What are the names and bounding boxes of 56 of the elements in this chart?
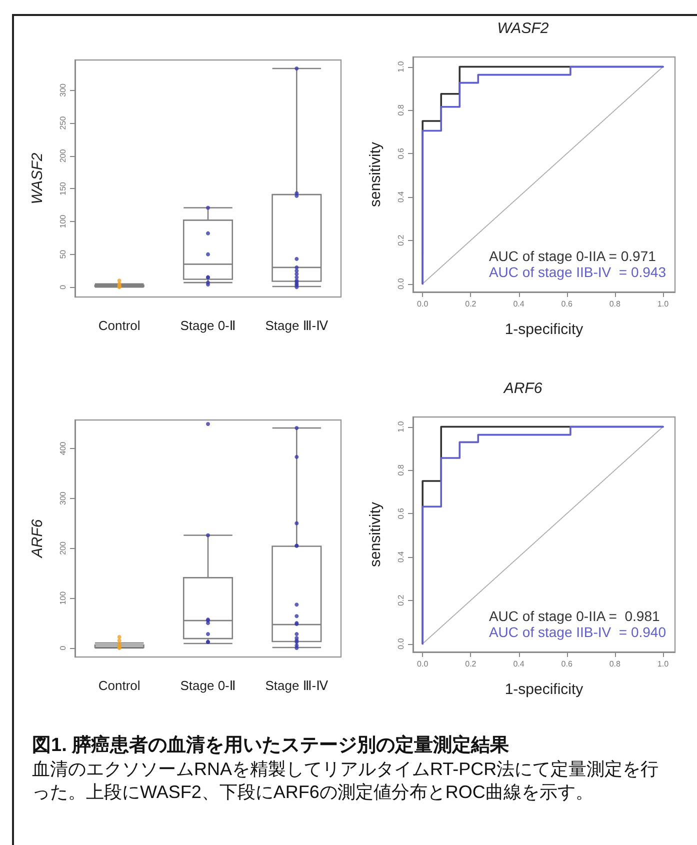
x-axis-title: 1-specificity [504, 321, 584, 338]
y-tick-label: 250 [58, 116, 68, 130]
x-tick-label: 0.0 [417, 660, 429, 668]
y-tick-label: 0 [58, 645, 68, 650]
y-tick-label: 50 [58, 249, 68, 259]
x-tick-label: 0.8 [609, 300, 622, 308]
y-tick-label: 100 [58, 590, 68, 605]
chart-title: ARF6 [502, 380, 543, 397]
y-tick-label: 0.4 [396, 190, 406, 203]
text: AUC of stage IIB-IV = 0.940 [488, 624, 666, 640]
y-tick-label: 100 [58, 214, 68, 228]
x-tick-label: 1.0 [657, 660, 670, 668]
x-tick-label: Stage 0-Ⅱ [180, 318, 236, 333]
text: AUC of stage IIB-IV = 0.943 [488, 264, 666, 280]
text: AUC of stage 0-IIA = 0.981 [488, 608, 660, 624]
x-tick-label: Stage Ⅲ-Ⅳ [265, 318, 328, 333]
y-tick-label: 0.2 [396, 234, 406, 246]
y-tick-label: 300 [58, 82, 68, 97]
y-tick-label: 150 [58, 181, 68, 196]
x-tick-label: 0.0 [417, 300, 429, 308]
x-tick-label: 0.4 [513, 660, 525, 668]
y-tick-label: 0.6 [396, 507, 406, 520]
y-tick-label: 300 [58, 491, 68, 506]
y-tick-label: 200 [58, 541, 68, 555]
y-axis-title: WASF2 [29, 152, 46, 204]
y-tick-label: 0.0 [396, 278, 406, 290]
y-tick-label: 200 [58, 148, 68, 163]
y-axis-title: ARF6 [29, 518, 46, 559]
text: AUC of stage 0-IIA = 0.971 [488, 248, 656, 264]
text: 図1. 膵癌患者の血清を用いたステージ別の定量測定結果 [32, 734, 510, 758]
x-tick-label: 0.2 [465, 300, 477, 308]
y-tick-label: 0.2 [396, 594, 406, 606]
y-tick-label: 1.0 [396, 60, 406, 72]
y-axis-title: sensitivity [367, 502, 384, 568]
chart-title: WASF2 [497, 20, 550, 37]
x-axis-title: 1-specificity [504, 681, 584, 698]
text: 血清のエクソソームRNAを精製してリアルタイムRT-PCR法にて定量測定を行った。上段にWASF2、下段にARF6の測定値分布とROC曲線を示す。 [32, 758, 660, 804]
x-tick-label: 0.2 [465, 660, 477, 668]
y-axis-title: sensitivity [367, 142, 384, 208]
x-tick-label: Control [98, 318, 140, 333]
x-tick-label: 0.8 [609, 660, 622, 668]
y-tick-label: 0.0 [396, 638, 406, 650]
x-tick-label: Stage 0-Ⅱ [180, 678, 236, 693]
y-tick-label: 0.6 [396, 147, 406, 160]
y-tick-label: 0 [58, 284, 68, 290]
y-tick-label: 1.0 [396, 420, 406, 432]
x-tick-label: 1.0 [657, 300, 670, 308]
x-tick-label: Stage Ⅲ-Ⅳ [265, 678, 328, 693]
y-tick-label: 0.4 [396, 550, 406, 563]
y-tick-label: 0.8 [396, 464, 406, 476]
x-tick-label: 0.4 [513, 300, 525, 308]
x-tick-label: 0.6 [561, 300, 573, 308]
x-tick-label: 0.6 [561, 660, 573, 668]
y-tick-label: 400 [58, 441, 68, 456]
y-tick-label: 0.8 [396, 104, 406, 116]
x-tick-label: Control [98, 678, 140, 693]
